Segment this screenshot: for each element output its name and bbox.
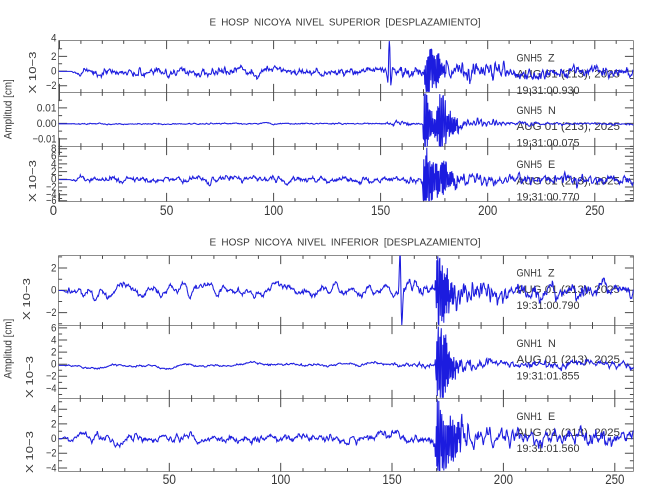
- svg-text:−4: −4: [46, 189, 57, 201]
- svg-text:6: 6: [51, 151, 57, 163]
- svg-text:E HOSP NICOYA NIVEL INFERIOR [: E HOSP NICOYA NIVEL INFERIOR [DESPLAZAMI…: [210, 238, 481, 249]
- svg-text:19:31:00.075: 19:31:00.075: [517, 137, 580, 149]
- svg-text:Amplitud [cm]: Amplitud [cm]: [3, 319, 15, 379]
- svg-text:N: N: [548, 105, 556, 117]
- svg-text:E: E: [548, 159, 555, 171]
- svg-text:−2: −2: [46, 371, 57, 383]
- svg-text:0: 0: [51, 285, 57, 297]
- svg-text:100: 100: [271, 472, 290, 487]
- svg-text:4: 4: [51, 158, 57, 170]
- svg-text:−4: −4: [46, 383, 57, 395]
- svg-text:2: 2: [51, 418, 57, 430]
- svg-text:19:31:00.930: 19:31:00.930: [517, 85, 580, 97]
- svg-text:50: 50: [163, 472, 176, 487]
- svg-text:X 10−3: X 10−3: [24, 356, 36, 398]
- svg-text:E: E: [548, 411, 555, 423]
- svg-text:150: 150: [382, 472, 401, 487]
- svg-text:0: 0: [51, 359, 57, 371]
- svg-text:AUG 01 (213), 2025: AUG 01 (213), 2025: [517, 354, 621, 366]
- svg-text:−2: −2: [46, 80, 57, 92]
- svg-text:200: 200: [494, 472, 513, 487]
- svg-text:2: 2: [51, 262, 57, 274]
- svg-text:X 10−3: X 10−3: [27, 51, 39, 93]
- svg-text:GNH1: GNH1: [517, 338, 543, 350]
- svg-text:Z: Z: [548, 268, 555, 280]
- svg-text:19:31:00.790: 19:31:00.790: [517, 300, 580, 312]
- svg-text:2: 2: [51, 166, 57, 178]
- svg-text:0: 0: [51, 174, 57, 186]
- svg-text:GNH1: GNH1: [517, 268, 543, 280]
- svg-text:X 10−3: X 10−3: [21, 278, 33, 320]
- svg-text:2: 2: [51, 51, 57, 63]
- svg-text:N: N: [548, 338, 556, 350]
- svg-text:GNH5: GNH5: [517, 159, 543, 171]
- svg-text:−2: −2: [46, 307, 57, 319]
- svg-text:−2: −2: [46, 181, 57, 193]
- svg-text:19:31:01.855: 19:31:01.855: [517, 370, 580, 382]
- svg-text:X 10−3: X 10−3: [24, 431, 36, 473]
- svg-text:−6: −6: [46, 195, 57, 207]
- svg-text:100: 100: [264, 203, 283, 218]
- svg-text:0: 0: [50, 203, 57, 218]
- svg-text:19:31:00.770: 19:31:00.770: [517, 192, 580, 204]
- svg-text:4: 4: [51, 334, 57, 346]
- svg-text:GNH1: GNH1: [517, 411, 543, 423]
- svg-text:0: 0: [51, 66, 57, 78]
- svg-text:E HOSP NICOYA NIVEL SUPERIOR [: E HOSP NICOYA NIVEL SUPERIOR [DESPLAZAMI…: [210, 18, 481, 29]
- svg-text:−0.01: −0.01: [33, 133, 57, 145]
- svg-text:X 10−3: X 10−3: [27, 160, 39, 202]
- svg-text:250: 250: [605, 472, 624, 487]
- svg-text:4: 4: [51, 404, 57, 416]
- svg-text:200: 200: [478, 203, 497, 218]
- svg-text:−2: −2: [46, 448, 57, 460]
- svg-text:19:31:01.560: 19:31:01.560: [517, 443, 580, 455]
- svg-text:2: 2: [51, 347, 57, 359]
- svg-text:Amplitud [cm]: Amplitud [cm]: [3, 79, 15, 139]
- svg-text:0: 0: [51, 433, 57, 445]
- svg-text:50: 50: [160, 203, 173, 218]
- svg-text:GNH5: GNH5: [517, 53, 543, 65]
- svg-text:6: 6: [51, 322, 57, 334]
- svg-text:150: 150: [371, 203, 390, 218]
- svg-text:0.00: 0.00: [37, 118, 57, 130]
- svg-text:0.01: 0.01: [37, 102, 57, 114]
- svg-text:GNH5: GNH5: [517, 105, 543, 117]
- svg-text:4: 4: [51, 33, 57, 45]
- svg-text:Z: Z: [548, 53, 555, 65]
- svg-text:250: 250: [585, 203, 604, 218]
- svg-text:8: 8: [51, 143, 57, 155]
- svg-text:−4: −4: [46, 462, 57, 474]
